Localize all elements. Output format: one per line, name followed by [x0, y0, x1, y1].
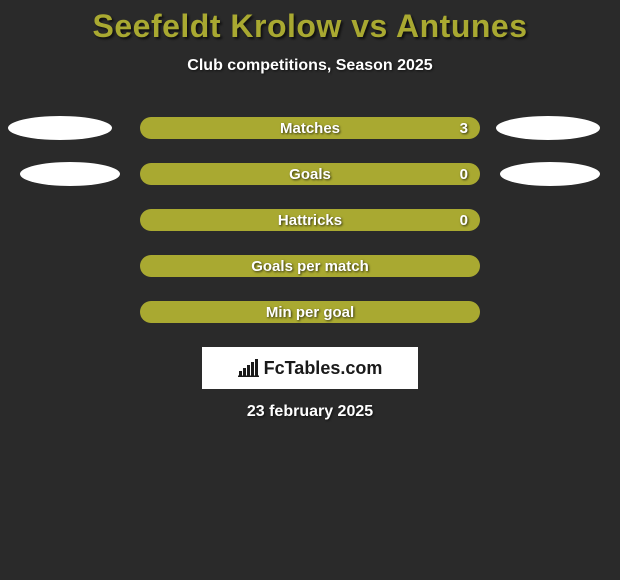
stat-row-goals-per-match: Goals per match — [0, 255, 620, 277]
subtitle: Club competitions, Season 2025 — [0, 57, 620, 75]
stat-bar: Goals 0 — [140, 163, 480, 185]
stat-label: Goals per match — [251, 258, 369, 275]
player-marker-left — [8, 116, 112, 140]
date-label: 23 february 2025 — [0, 403, 620, 421]
logo: FcTables.com — [238, 358, 383, 379]
stat-value-right: 3 — [460, 120, 468, 137]
stat-value-right: 0 — [460, 166, 468, 183]
stat-row-matches: Matches 3 — [0, 117, 620, 139]
logo-box[interactable]: FcTables.com — [202, 347, 418, 389]
stats-list: Matches 3 Goals 0 Hattricks 0 Goals per … — [0, 117, 620, 323]
stat-label: Min per goal — [266, 304, 354, 321]
player-marker-left — [20, 162, 120, 186]
bar-chart-icon — [238, 359, 260, 377]
player-marker-right — [496, 116, 600, 140]
stat-bar: Matches 3 — [140, 117, 480, 139]
page-title: Seefeldt Krolow vs Antunes — [0, 8, 620, 45]
stat-label: Goals — [289, 166, 331, 183]
logo-text: FcTables.com — [264, 358, 383, 379]
stat-row-hattricks: Hattricks 0 — [0, 209, 620, 231]
stat-bar: Goals per match — [140, 255, 480, 277]
stat-bar: Hattricks 0 — [140, 209, 480, 231]
stat-value-right: 0 — [460, 212, 468, 229]
comparison-widget: Seefeldt Krolow vs Antunes Club competit… — [0, 0, 620, 421]
stat-label: Matches — [280, 120, 340, 137]
stat-label: Hattricks — [278, 212, 342, 229]
stat-row-min-per-goal: Min per goal — [0, 301, 620, 323]
stat-row-goals: Goals 0 — [0, 163, 620, 185]
player-marker-right — [500, 162, 600, 186]
stat-bar: Min per goal — [140, 301, 480, 323]
